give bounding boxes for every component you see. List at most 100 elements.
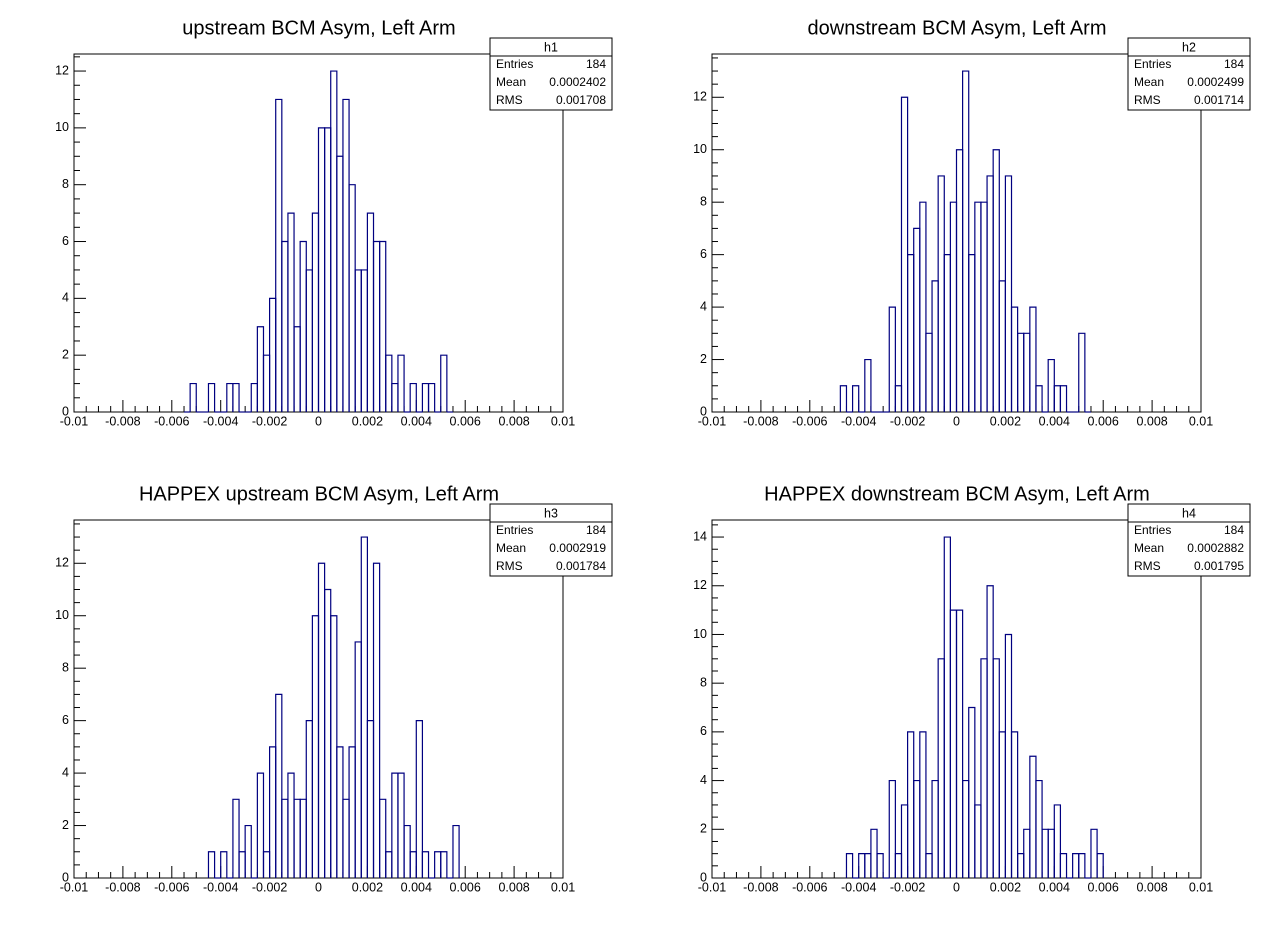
histogram-bin [986, 175, 994, 412]
histogram-bin [968, 706, 976, 878]
x-tick-label: 0 [953, 880, 960, 894]
histogram-bin [366, 720, 375, 878]
histogram-bin [336, 746, 344, 878]
histogram-bin [894, 853, 903, 878]
histogram-bin [421, 851, 430, 878]
x-tick-label: 0.01 [551, 880, 575, 894]
histogram-bin [342, 798, 350, 878]
histogram-bin [1059, 853, 1068, 878]
histogram-bin [900, 96, 909, 412]
histogram-bin [366, 212, 375, 412]
histogram-bin [1090, 828, 1098, 878]
histogram-bin [317, 562, 326, 878]
histogram-bin [232, 798, 240, 878]
y-tick-label: 8 [62, 660, 69, 674]
histogram-bin [894, 385, 903, 412]
histogram-bin [925, 853, 933, 878]
stat-value: 0.001714 [1194, 93, 1244, 107]
histogram-bin [1047, 358, 1055, 412]
histogram-bin [409, 382, 417, 412]
histogram-bin [250, 382, 258, 412]
histogram-bin [281, 798, 289, 878]
x-tick-label: -0.006 [792, 880, 827, 894]
histogram-bin [943, 254, 951, 412]
histogram-bin [342, 98, 350, 412]
stat-value: 0.0002402 [549, 75, 606, 89]
histogram-bin [919, 731, 927, 878]
histogram-bin [256, 326, 265, 412]
chart-title: downstream BCM Asym, Left Arm [808, 17, 1107, 39]
histogram-bin [858, 853, 866, 878]
histogram-bin [415, 720, 424, 878]
y-tick-label: 4 [62, 291, 69, 305]
histogram-bin [385, 851, 393, 878]
histogram-bin [324, 588, 332, 878]
histogram-bin [372, 240, 381, 412]
histogram-bin [998, 280, 1006, 412]
histogram-bin [427, 382, 436, 412]
histogram-bin [1035, 385, 1043, 412]
x-tick-label: -0.008 [743, 880, 778, 894]
x-tick-label: 0.006 [450, 414, 481, 428]
y-tick-label: 8 [700, 194, 707, 208]
x-tick-label: 0.006 [450, 880, 481, 894]
histogram-bin [888, 779, 896, 878]
stat-label: Mean [496, 75, 526, 89]
histogram-bin [900, 804, 909, 878]
x-tick-label: -0.01 [698, 880, 727, 894]
histogram-bin [949, 201, 958, 412]
histogram-bin [913, 779, 921, 878]
histogram-bin [397, 772, 405, 878]
histogram-bin [354, 641, 362, 878]
x-tick-label: 0.004 [1039, 880, 1070, 894]
histogram-bin [403, 824, 411, 878]
x-tick-label: -0.006 [154, 880, 189, 894]
x-tick-label: 0 [953, 414, 960, 428]
histogram-bin [275, 693, 283, 878]
histogram-bin [943, 536, 951, 878]
histogram-bin [1023, 332, 1031, 412]
histogram-bin [391, 772, 399, 878]
stat-value: 0.001708 [556, 93, 606, 107]
histogram-bin [876, 853, 884, 878]
histogram-bin [980, 201, 988, 412]
histogram-bin [937, 175, 945, 412]
histogram-bin [336, 155, 344, 412]
x-tick-label: -0.008 [743, 414, 778, 428]
histogram-bin [397, 354, 405, 412]
histogram-bin [311, 212, 320, 412]
histogram-bin [1053, 804, 1062, 878]
histogram-bin [207, 382, 216, 412]
histogram-bin [1029, 306, 1037, 412]
x-tick-label: 0.008 [1136, 414, 1167, 428]
y-tick-label: 4 [62, 765, 69, 779]
y-tick-label: 10 [693, 142, 707, 156]
stats-box: h2 Entries 184 Mean 0.0002499 RMS 0.001714 [1127, 37, 1251, 111]
x-tick-label: -0.01 [60, 880, 89, 894]
histogram-bin [931, 779, 939, 878]
histogram-bin [299, 240, 307, 412]
histogram-bin [262, 851, 271, 878]
histogram-bin [1017, 853, 1025, 878]
y-tick-label: 10 [693, 627, 707, 641]
y-tick-label: 6 [700, 247, 707, 261]
x-tick-label: -0.004 [841, 414, 876, 428]
y-tick-label: 12 [693, 90, 707, 104]
histogram-bin [919, 201, 927, 412]
stat-value: 0.0002919 [549, 541, 606, 555]
stat-value: 184 [586, 57, 606, 71]
stat-value: 184 [1224, 523, 1244, 537]
x-tick-label: 0.002 [352, 880, 383, 894]
histogram-bin [986, 585, 994, 878]
x-tick-label: -0.002 [890, 414, 925, 428]
histogram-bin [238, 851, 246, 878]
stat-label: RMS [1134, 559, 1161, 573]
histogram-bin [330, 70, 338, 412]
x-tick-label: 0.008 [1136, 880, 1167, 894]
histogram-bin [1004, 175, 1013, 412]
x-tick-label: 0.01 [1189, 414, 1213, 428]
histogram-bin [440, 851, 448, 878]
histogram-name: h1 [544, 40, 558, 54]
y-tick-label: 12 [693, 578, 707, 592]
x-tick-label: 0.006 [1088, 880, 1119, 894]
